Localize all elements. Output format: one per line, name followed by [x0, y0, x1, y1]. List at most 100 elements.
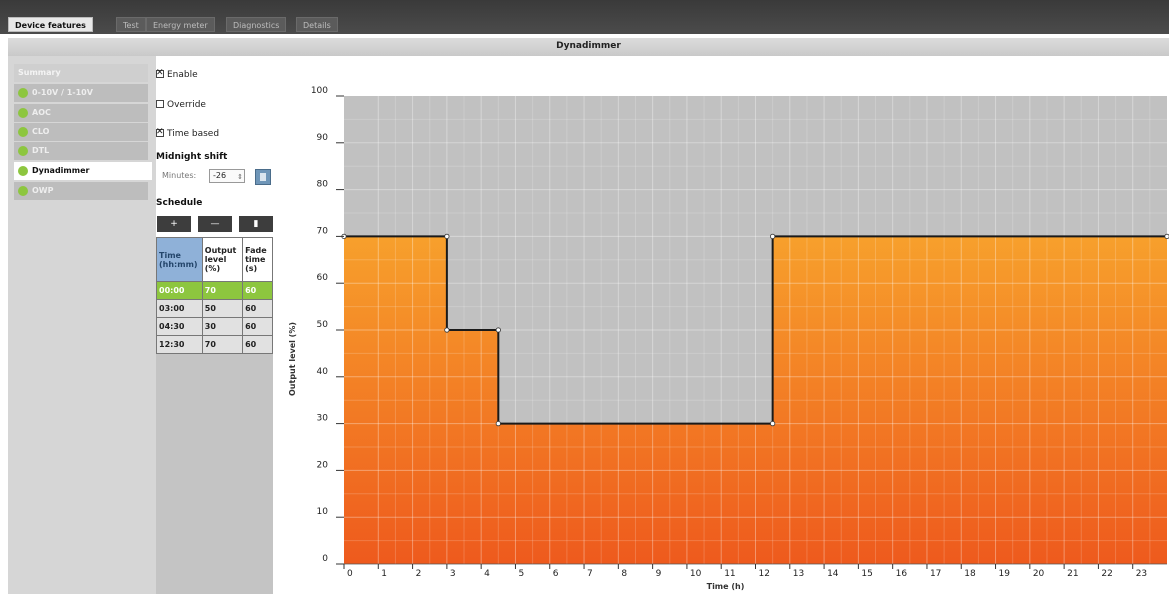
cell-fade-time[interactable]: 60: [242, 335, 273, 354]
x-tick-label: 14: [827, 569, 839, 579]
y-tick-label: 20: [317, 460, 329, 470]
x-tick-label: 13: [793, 569, 804, 579]
y-tick-label: 50: [317, 320, 329, 330]
data-point[interactable]: [495, 420, 501, 427]
x-tick-label: 17: [930, 569, 941, 579]
status-dot-icon: [18, 87, 28, 98]
table-row[interactable]: 03:00 50 60: [156, 299, 273, 318]
enable-checkbox[interactable]: [156, 68, 164, 78]
document-icon: ▮: [253, 219, 259, 229]
schedule-title: Schedule: [156, 198, 203, 208]
cell-output-level[interactable]: 70: [201, 335, 244, 354]
x-tick-label: 23: [1136, 569, 1147, 579]
tab-device-features[interactable]: Device features: [8, 17, 93, 32]
minutes-value: -26: [213, 171, 227, 180]
cell-output-level[interactable]: 70: [201, 281, 244, 300]
schedule-table: Time (hh:mm) Output level (%) Fade time …: [156, 237, 273, 354]
tab-test[interactable]: Test: [116, 17, 146, 32]
enable-row[interactable]: Enable: [156, 68, 198, 80]
cell-fade-time[interactable]: 60: [242, 317, 273, 336]
tab-energy-meter[interactable]: Energy meter: [146, 17, 215, 32]
x-tick-label: 1: [381, 569, 387, 579]
data-point[interactable]: [1164, 233, 1169, 239]
data-point[interactable]: [495, 327, 501, 333]
status-dot-icon: [18, 165, 28, 176]
status-dot-icon: [18, 145, 28, 156]
y-tick-label: 60: [317, 273, 329, 283]
x-tick-label: 8: [621, 569, 627, 579]
override-label: Override: [167, 100, 206, 110]
override-checkbox[interactable]: [156, 100, 164, 108]
cell-output-level[interactable]: 30: [201, 317, 244, 336]
column-header-fade-time[interactable]: Fade time (s): [242, 237, 273, 282]
y-tick-label: 40: [317, 367, 329, 377]
x-tick-label: 22: [1101, 569, 1112, 579]
remove-schedule-button[interactable]: —: [198, 216, 232, 232]
sidebar-item-label: OWP: [32, 186, 54, 195]
x-tick-label: 7: [587, 569, 593, 579]
sidebar-item-dynadimmer[interactable]: Dynadimmer: [14, 162, 152, 180]
x-tick-label: 18: [964, 569, 976, 579]
save-button[interactable]: [255, 169, 271, 185]
cell-fade-time[interactable]: 60: [242, 299, 273, 318]
data-point[interactable]: [444, 327, 450, 333]
x-tick-label: 16: [896, 569, 908, 579]
sidebar-item-0-10v[interactable]: 0-10V / 1-10V: [14, 84, 148, 102]
cell-time[interactable]: 04:30: [156, 317, 203, 336]
sidebar-item-summary[interactable]: Summary: [14, 64, 148, 82]
time-based-label: Time based: [167, 129, 220, 139]
x-tick-label: 10: [690, 569, 702, 579]
add-schedule-button[interactable]: +: [157, 216, 191, 232]
x-tick-label: 19: [999, 569, 1011, 579]
plus-icon: +: [170, 219, 178, 229]
sidebar-item-clo[interactable]: CLO: [14, 123, 148, 141]
minus-icon: —: [210, 219, 220, 229]
feature-sidebar: Summary 0-10V / 1-10V AOC CLO DTL Dynadi…: [8, 56, 156, 594]
feature-header: Dynadimmer: [8, 38, 1169, 56]
spinner-arrows-icon[interactable]: ⇕: [237, 173, 243, 181]
minutes-stepper[interactable]: -26 ⇕: [209, 169, 245, 183]
sidebar-item-aoc[interactable]: AOC: [14, 104, 148, 122]
cell-time[interactable]: 00:00: [156, 281, 203, 300]
time-based-checkbox[interactable]: [156, 127, 164, 137]
cell-time[interactable]: 12:30: [156, 335, 203, 354]
cell-time[interactable]: 03:00: [156, 299, 203, 318]
minutes-label: Minutes:: [162, 171, 197, 180]
data-point[interactable]: [444, 233, 450, 239]
table-row[interactable]: 00:00 70 60: [156, 281, 273, 300]
cell-fade-time[interactable]: 60: [242, 281, 273, 300]
y-tick-label: 90: [317, 133, 329, 143]
midnight-shift-title: Midnight shift: [156, 152, 228, 162]
x-tick-label: 2: [416, 569, 422, 579]
sidebar-item-label: AOC: [32, 108, 51, 117]
y-tick-label: 100: [311, 86, 328, 96]
y-tick-label: 30: [317, 414, 329, 424]
data-point[interactable]: [770, 233, 776, 239]
time-based-row[interactable]: Time based: [156, 127, 220, 139]
output-level-area: [344, 236, 1167, 564]
new-schedule-button[interactable]: ▮: [239, 216, 273, 232]
top-tab-bar: Device features Test Energy meter Diagno…: [0, 0, 1169, 34]
sidebar-item-label: Summary: [18, 68, 61, 77]
sidebar-item-dtl[interactable]: DTL: [14, 142, 148, 160]
dynadimmer-settings: Enable Override Time based Midnight shif…: [156, 56, 281, 594]
tab-diagnostics[interactable]: Diagnostics: [226, 17, 287, 32]
x-tick-label: 6: [553, 569, 559, 579]
x-tick-label: 12: [759, 569, 770, 579]
table-row[interactable]: 12:30 70 60: [156, 335, 273, 354]
x-tick-label: 21: [1067, 569, 1078, 579]
output-level-line: [344, 235, 1167, 425]
status-dot-icon: [18, 107, 28, 118]
table-row[interactable]: 04:30 30 60: [156, 317, 273, 336]
y-tick-label: 10: [317, 507, 329, 517]
sidebar-item-owp[interactable]: OWP: [14, 182, 148, 200]
cell-output-level[interactable]: 50: [201, 299, 244, 318]
column-header-time[interactable]: Time (hh:mm): [156, 237, 203, 282]
column-header-output-level[interactable]: Output level (%): [201, 237, 244, 282]
data-point[interactable]: [770, 420, 776, 427]
tab-details[interactable]: Details: [296, 17, 338, 32]
sidebar-item-label: 0-10V / 1-10V: [32, 88, 93, 97]
sidebar-item-label: CLO: [32, 127, 50, 136]
override-row[interactable]: Override: [156, 100, 206, 110]
